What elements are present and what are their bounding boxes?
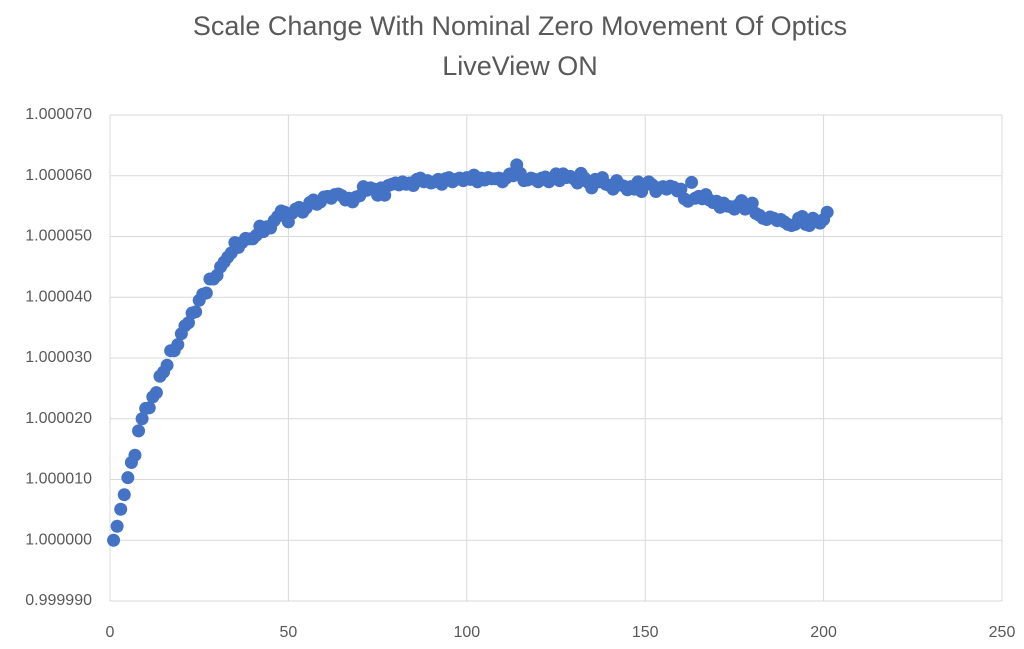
point (135, 412, 149, 426)
point (107, 533, 121, 547)
point (745, 196, 759, 210)
point (199, 286, 213, 300)
point (114, 502, 128, 516)
y-tick-label: 1.000050 (25, 228, 92, 245)
point (110, 519, 124, 533)
x-tick-label: 150 (632, 624, 659, 641)
chart-title: LiveView ON (442, 51, 598, 81)
x-tick-label: 200 (810, 624, 837, 641)
point (132, 424, 146, 438)
y-tick-label: 1.000030 (25, 349, 92, 366)
point (117, 488, 131, 502)
y-tick-label: 1.000040 (25, 288, 92, 305)
point (171, 338, 185, 352)
point (160, 358, 174, 372)
y-tick-label: 0.999990 (25, 592, 92, 609)
y-tick-label: 1.000010 (25, 471, 92, 488)
y-tick-label: 1.000070 (25, 106, 92, 123)
y-tick-label: 1.000000 (25, 531, 92, 548)
point (142, 401, 156, 415)
point (149, 386, 163, 400)
x-tick-label: 0 (106, 624, 115, 641)
x-tick-label: 250 (989, 624, 1016, 641)
point (121, 471, 135, 485)
x-tick-label: 100 (453, 624, 480, 641)
y-tick-label: 1.000020 (25, 410, 92, 427)
point (685, 175, 699, 189)
point (820, 205, 834, 219)
point (128, 448, 142, 462)
y-tick-label: 1.000060 (25, 167, 92, 184)
x-tick-label: 50 (280, 624, 298, 641)
point (189, 305, 203, 319)
chart-title: Scale Change With Nominal Zero Movement … (193, 11, 847, 41)
